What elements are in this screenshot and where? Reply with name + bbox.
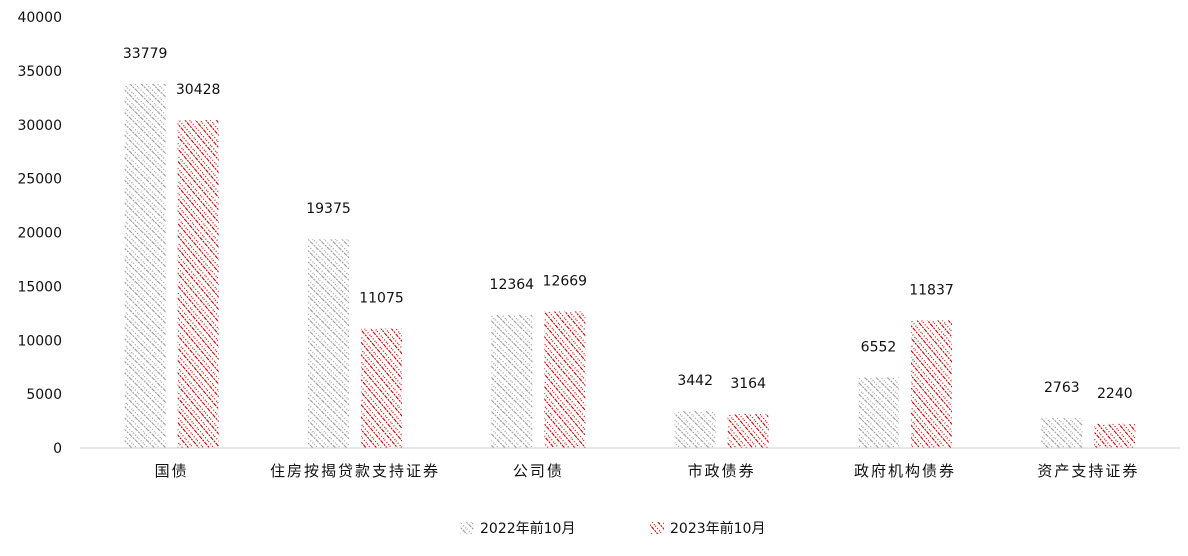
data-label: 3442 (677, 373, 713, 389)
x-axis: 国债 住房按揭贷款支持证券 公司债 市政债券 政府机构债券 资产支持证券 (155, 462, 1139, 480)
y-tick-label: 15000 (17, 279, 62, 295)
y-axis: 0 5000 10000 15000 20000 25000 30000 35000 40000 (17, 10, 62, 457)
y-tick-label: 20000 (17, 226, 62, 242)
bar-series-2 (361, 328, 402, 448)
y-tick-label: 40000 (17, 10, 62, 26)
y-tick-label: 30000 (17, 118, 62, 134)
data-label: 6552 (861, 339, 897, 355)
data-label: 12364 (490, 277, 535, 293)
x-tick-label: 市政债券 (688, 462, 756, 480)
bar-series-2 (1094, 423, 1136, 448)
data-label: 12669 (543, 273, 588, 289)
legend-label: 2022年前10月 (480, 520, 575, 537)
legend-label: 2023年前10月 (670, 520, 765, 537)
x-tick-label: 资产支持证券 (1037, 462, 1139, 480)
bar-series-1 (1041, 418, 1083, 448)
data-label: 33779 (123, 46, 168, 62)
data-labels-group: 33779 30428 19375 11075 12364 12669 3442 3164 65… (123, 46, 1133, 402)
x-tick-label: 政府机构债券 (854, 462, 956, 480)
data-label: 19375 (306, 201, 351, 217)
data-label: 2763 (1044, 380, 1080, 396)
bar-series-1 (491, 314, 533, 448)
data-label: 30428 (176, 82, 221, 98)
data-label: 11075 (359, 291, 404, 307)
bar-series-2 (911, 320, 952, 448)
data-label: 11837 (909, 282, 954, 298)
legend-swatch (460, 522, 474, 534)
y-tick-label: 25000 (17, 172, 62, 188)
bar-series-1 (674, 410, 716, 448)
bar-series-1 (858, 377, 899, 448)
x-tick-label: 国债 (155, 462, 189, 480)
data-label: 3164 (730, 376, 766, 392)
bar-series-2 (544, 311, 586, 448)
x-tick-label: 住房按揭贷款支持证券 (270, 462, 440, 480)
y-tick-label: 10000 (17, 333, 62, 349)
y-tick-label: 0 (53, 441, 62, 457)
bar-series-2 (177, 120, 219, 448)
y-tick-label: 5000 (26, 387, 62, 403)
bar-series-1 (308, 239, 349, 448)
y-tick-label: 35000 (17, 64, 62, 80)
x-tick-label: 公司债 (513, 462, 564, 480)
legend: 2022年前10月 2023年前10月 (460, 520, 765, 537)
bars-group (124, 84, 1136, 448)
bar-series-1 (124, 84, 166, 448)
bar-series-2 (727, 413, 769, 448)
legend-swatch (650, 522, 664, 534)
data-label: 2240 (1097, 386, 1133, 402)
